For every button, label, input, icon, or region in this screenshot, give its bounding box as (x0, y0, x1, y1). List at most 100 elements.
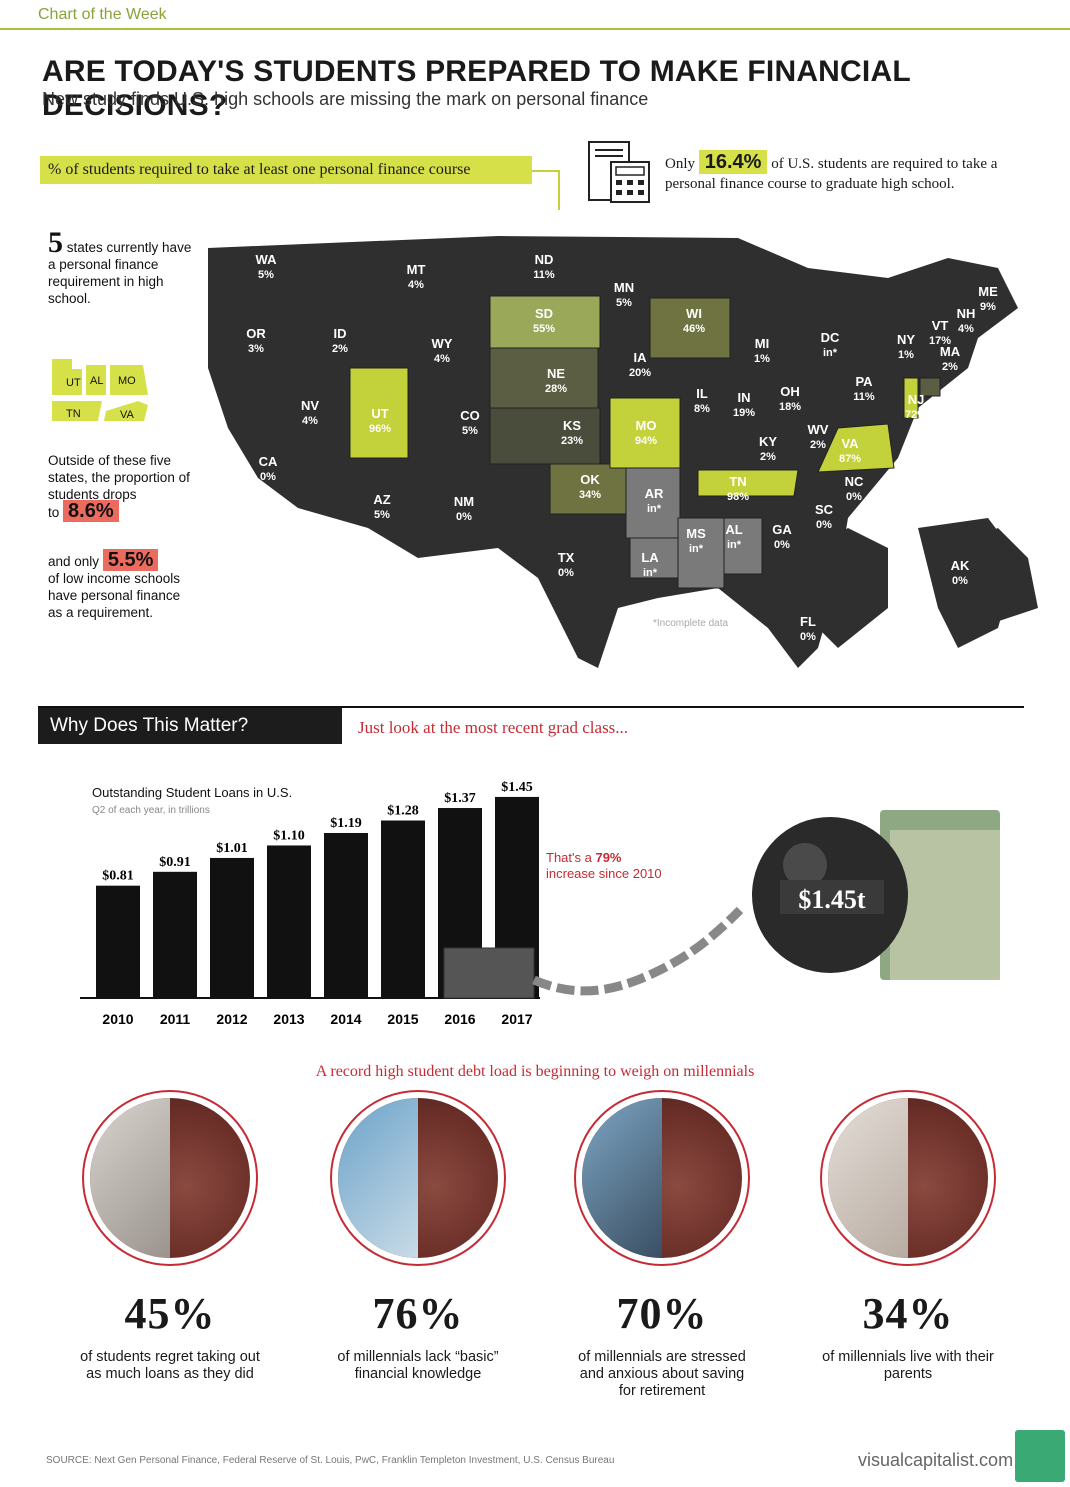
state-value-wy: 4% (434, 353, 450, 365)
state-label-in: IN (738, 390, 751, 405)
state-label-mn: MN (614, 280, 634, 295)
state-value-vt: 17% (929, 335, 951, 347)
state-value-id: 2% (332, 343, 348, 355)
state-value-la: in* (643, 567, 658, 579)
state-label-mi: MI (755, 336, 769, 351)
state-label-hi: HI (356, 604, 369, 619)
state-label-fl: FL (800, 614, 816, 629)
state-label-ms: MS (686, 526, 706, 541)
state-label-sd: SD (535, 306, 553, 321)
chart-subtitle: Q2 of each year, in trillions (92, 805, 210, 816)
state-value-ri: 3% (978, 399, 994, 411)
state-label-la: LA (641, 550, 659, 565)
state-value-nc: 0% (846, 491, 862, 503)
state-value-al: in* (727, 539, 742, 551)
source-note: SOURCE: Next Gen Personal Finance, Feder… (46, 1455, 615, 1466)
bar-value-label: $1.45 (501, 780, 533, 795)
state-label-ky: KY (759, 434, 777, 449)
state-label-ca: CA (259, 454, 278, 469)
state-value-ct: 21% (945, 399, 967, 411)
state-value-wv: 2% (810, 439, 826, 451)
five-states-mini-map: UT AL MO TN VA (52, 359, 148, 421)
outside-note: Outside of these five states, the propor… (48, 452, 198, 522)
state-label-wy: WY (432, 336, 453, 351)
state-label-ny: NY (897, 332, 915, 347)
state-label-al: AL (725, 522, 742, 537)
chart-title: Outstanding Student Loans in U.S. (92, 785, 292, 800)
state-value-mn: 5% (616, 297, 632, 309)
state-value-ga: 0% (774, 539, 790, 551)
outside-to: to (48, 505, 60, 520)
bar-2015 (381, 820, 425, 998)
bar-value-label: $1.28 (387, 804, 419, 819)
bar-value-label: $1.19 (330, 816, 362, 831)
state-value-mo: 94% (635, 435, 657, 447)
record-subheading: A record high student debt load is begin… (315, 1063, 755, 1080)
state-label-tn: TN (729, 474, 746, 489)
stat-photo-circle (574, 1090, 750, 1266)
x-tick-label: 2014 (330, 1011, 361, 1027)
stat-stressed: 70% of millennials are stressed and anxi… (572, 1090, 752, 1400)
state-label-ak: AK (951, 558, 970, 573)
state-label-mt: MT (407, 262, 426, 277)
state-value-tx: 0% (558, 567, 574, 579)
state-label-sc: SC (815, 502, 834, 517)
state-value-pa: 11% (853, 391, 875, 403)
callout-post: increase since 2010 (546, 866, 662, 881)
loans-bar-chart: Outstanding Student Loans in U.S. Q2 of … (80, 780, 1000, 1027)
state-label-me: ME (978, 284, 998, 299)
state-label-wv: WV (808, 422, 829, 437)
state-value-nm: 0% (456, 511, 472, 523)
x-tick-label: 2011 (160, 1011, 191, 1027)
stat-regret: 45% of students regret taking out as muc… (80, 1090, 260, 1383)
callout-value: 79% (595, 850, 622, 865)
state-label-ma: MA (940, 344, 961, 359)
stat-parents: 34% of millennials live with their paren… (818, 1090, 998, 1383)
state-label-nm: NM (454, 494, 474, 509)
requirement-connector (532, 170, 560, 172)
state-label-ga: GA (772, 522, 792, 537)
state-label-id: ID (334, 326, 347, 341)
mini-state-tn: TN (66, 408, 81, 420)
incomplete-data-note: *Incomplete data (653, 618, 728, 629)
state-value-nd: 11% (533, 269, 555, 281)
only-value: 16.4% (698, 150, 768, 174)
stat-value: 34% (862, 1289, 954, 1338)
stat-value: 45% (124, 1289, 216, 1338)
bar-value-label: $1.01 (216, 841, 248, 856)
state-label-nh: NH (957, 306, 976, 321)
state-value-nj: 72% (905, 409, 927, 421)
x-tick-label: 2015 (387, 1011, 418, 1027)
low-income-text: of low income schools have personal fina… (48, 571, 181, 620)
state-value-ok: 34% (579, 489, 601, 501)
only-post: of U.S. students are required to take a … (665, 156, 998, 192)
stat-knowledge: 76% of millennials lack “basic” financia… (328, 1090, 508, 1383)
requirement-connector-down (558, 170, 560, 210)
stat-value: 70% (616, 1289, 708, 1338)
state-value-ar: in* (647, 503, 662, 515)
outside-text: Outside of these five states, the propor… (48, 453, 190, 502)
brand-link[interactable]: visualcapitalist.com (858, 1450, 1014, 1470)
state-value-ia: 20% (629, 367, 651, 379)
state-value-ut: 96% (369, 423, 391, 435)
state-value-oh: 18% (779, 401, 801, 413)
state-value-fl: 0% (800, 631, 816, 643)
state-value-ak: 0% (952, 575, 968, 587)
ball-and-chain: $1.45t (443, 810, 1000, 999)
state-label-ia: IA (634, 350, 648, 365)
state-label-va: VA (841, 436, 859, 451)
stat-value: 76% (372, 1289, 464, 1338)
calculator-document-icon (588, 141, 650, 203)
five-text: states currently have a personal finance… (48, 240, 192, 306)
bar-value-label: $1.10 (273, 828, 305, 843)
state-label-oh: OH (780, 384, 800, 399)
state-label-dc: DC (821, 330, 840, 345)
stat-photo-circle (330, 1090, 506, 1266)
bar-2012 (210, 857, 254, 998)
ball-label: $1.45t (798, 885, 866, 914)
state-value-ms: in* (689, 543, 704, 555)
stat-photo-circle (820, 1090, 996, 1266)
us-map: WA 5% OR 3% CA 0% ID 2% NV 4% MT 4% WY 4% UT 96% AZ 5% CO 5… (208, 236, 1038, 668)
state-value-mi: 1% (754, 353, 770, 365)
state-value-ne: 28% (545, 383, 567, 395)
